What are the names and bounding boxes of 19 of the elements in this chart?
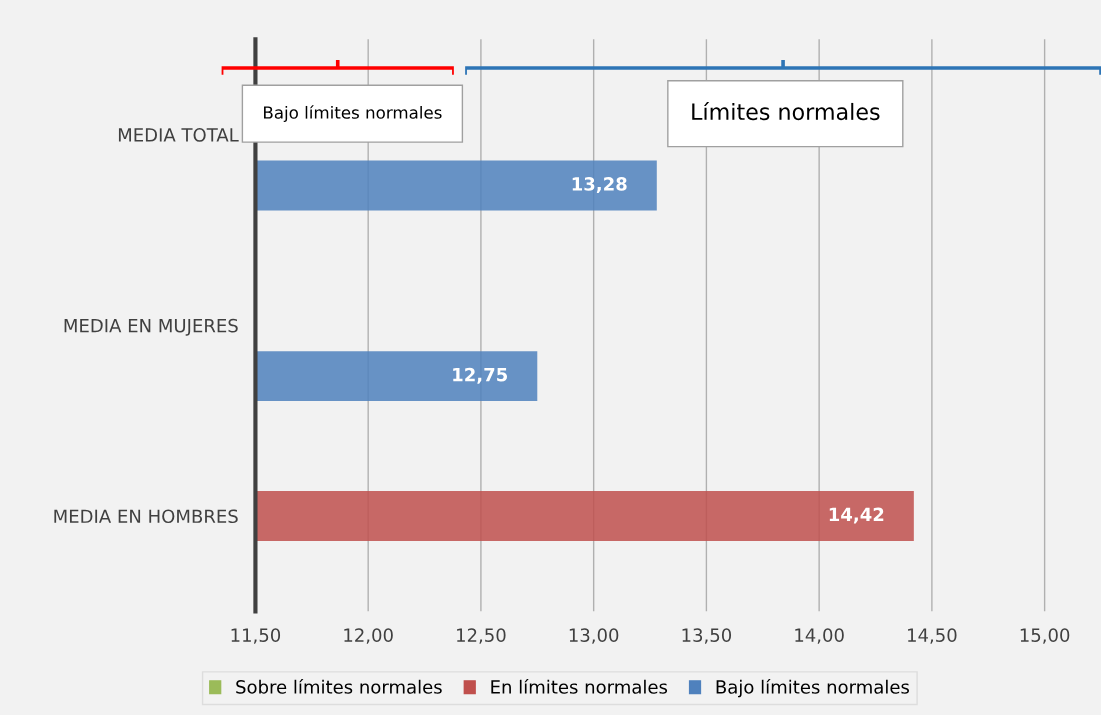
x-tick-label: 14,50 (908, 628, 957, 644)
x-tick-label: 13,00 (569, 628, 619, 644)
x-tick-label: 13,50 (682, 628, 732, 644)
legend-label: En límites normales (491, 679, 668, 694)
legend-label: Sobre límites normales (236, 679, 442, 694)
x-tick-label: 15,00 (1020, 628, 1070, 644)
x-tick-label: 14,00 (795, 628, 844, 644)
data-label: 12,75 (453, 367, 508, 384)
y-tick-label: MEDIA EN HOMBRES (54, 509, 238, 524)
x-tick-label: 12,50 (457, 628, 506, 644)
annotation: Bajo límites normales (264, 105, 442, 123)
annotation: Límites normales (692, 102, 880, 121)
x-tick-label: 11,50 (231, 628, 281, 644)
legend-label: Bajo límites normales (716, 679, 910, 698)
x-tick-label: 12,00 (344, 628, 393, 644)
y-tick-label: MEDIA TOTAL (118, 128, 239, 142)
data-label: 14,42 (829, 507, 884, 524)
data-label: 13,28 (572, 177, 627, 194)
y-tick-label: MEDIA EN MUJERES (64, 318, 238, 336)
